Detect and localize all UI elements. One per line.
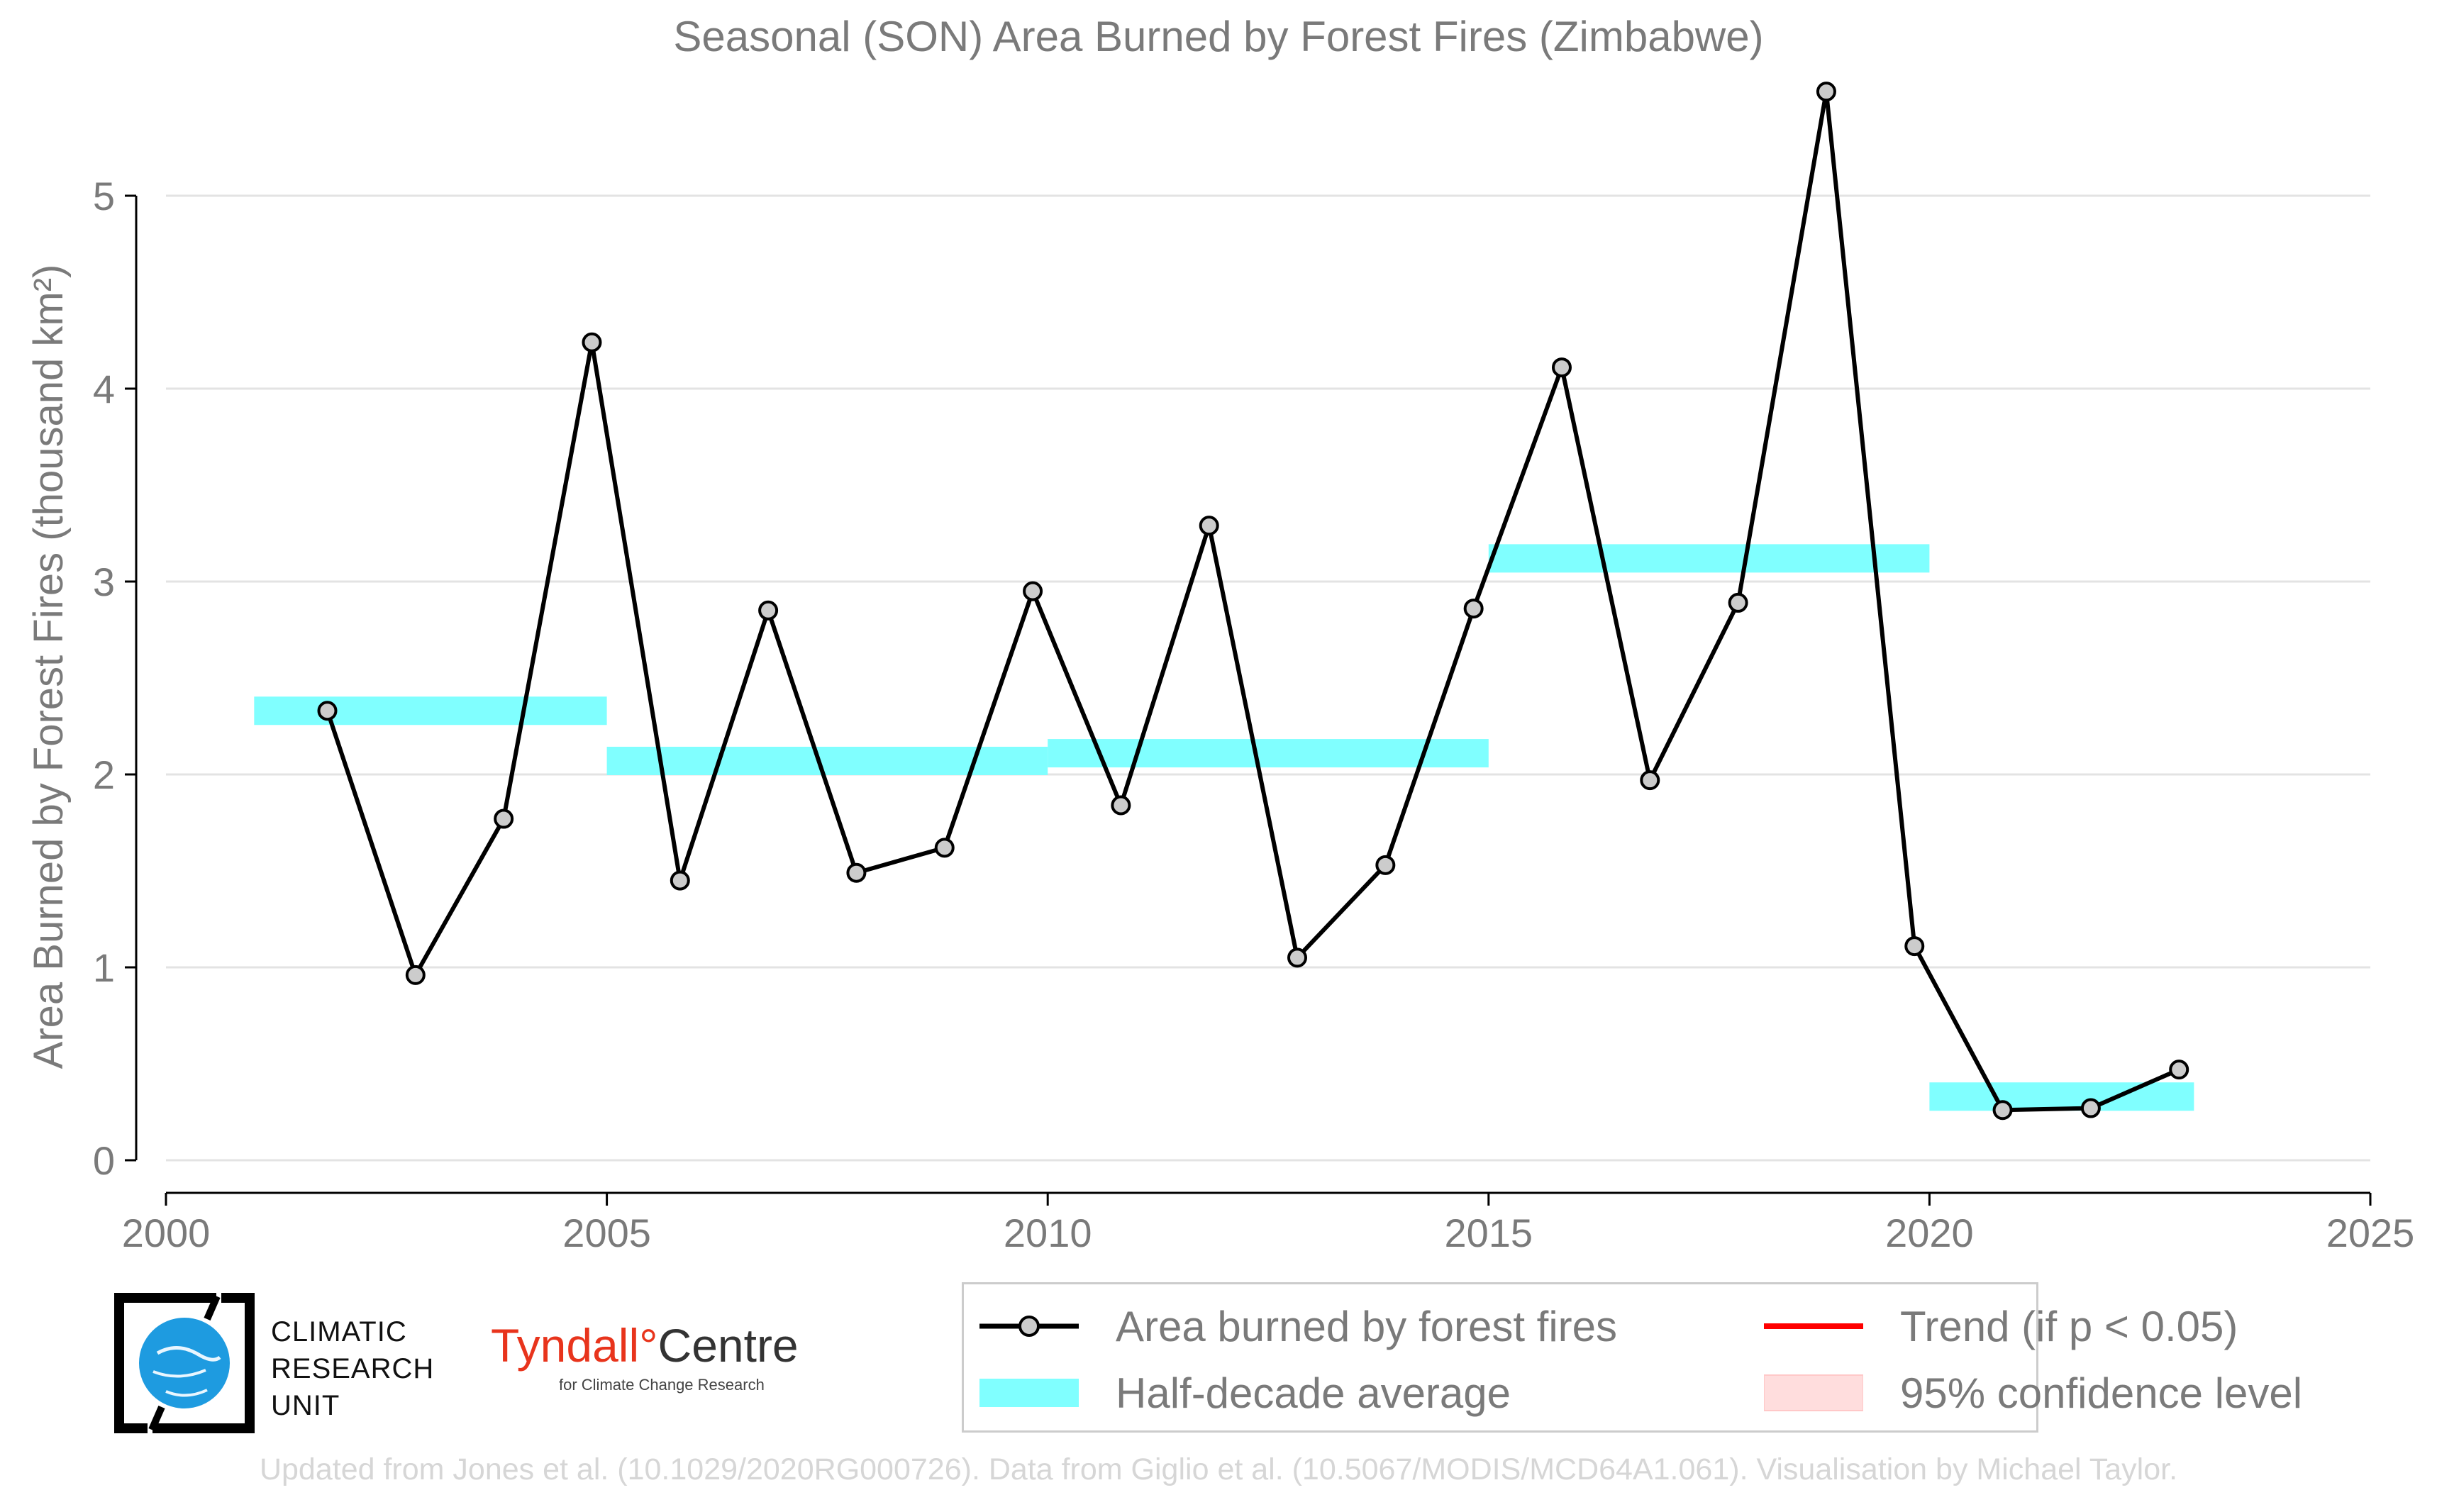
tyndall-name: Tyndall: [491, 1319, 640, 1372]
series-points: [317, 82, 2189, 1121]
data-point-21: [2169, 1060, 2189, 1080]
legend-confidence-label: 95% confidence level: [1900, 1369, 2303, 1417]
legend-item-average: Half-decade average: [979, 1361, 1511, 1425]
x-tick-label-2005: 2005: [562, 1211, 651, 1255]
axes: 0 1 2 3 4 5 2000 2005 2010 2015 2020 2025: [93, 174, 2414, 1255]
cru-line-2: RESEARCH: [271, 1353, 435, 1384]
y-axis-label: Area Burned by Forest Fires (thousand km…: [26, 265, 72, 1069]
data-point-11: [1287, 947, 1308, 968]
x-tick-label-2020: 2020: [1885, 1211, 1974, 1255]
half-decade-average-bars: [254, 544, 2194, 1111]
footer-credits: Updated from Jones et al. (10.1029/2020R…: [259, 1452, 2178, 1486]
x-tick-label-2025: 2025: [2326, 1211, 2415, 1255]
legend-trend-label: Trend (if p < 0.05): [1900, 1302, 2238, 1350]
x-tick-label-2015: 2015: [1445, 1211, 1533, 1255]
y-tick-label-1: 1: [93, 945, 115, 990]
legend-average-label: Half-decade average: [1116, 1369, 1511, 1417]
tyndall-logo: Tyndall°Centre for Climate Change Resear…: [491, 1319, 799, 1399]
legend-item-line: Area burned by forest fires: [979, 1294, 1617, 1358]
average-bar-0: [254, 696, 607, 726]
data-point-7: [934, 838, 955, 858]
data-point-5: [758, 600, 779, 621]
data-point-16: [1728, 592, 1748, 613]
x-tick-label-2010: 2010: [1004, 1211, 1092, 1255]
legend-line-label: Area burned by forest fires: [1116, 1302, 1618, 1350]
data-point-17: [1816, 82, 1836, 102]
tyndall-degree: °: [639, 1319, 658, 1372]
data-point-13: [1463, 599, 1484, 619]
x-tick-label-2000: 2000: [122, 1211, 211, 1255]
data-point-3: [582, 332, 602, 352]
series-line-path: [325, 89, 2180, 1113]
data-point-19: [1992, 1100, 2013, 1121]
chart-title: Seasonal (SON) Area Burned by Forest Fir…: [673, 13, 1763, 60]
average-bar-2: [1048, 739, 1489, 768]
data-point-1: [405, 965, 426, 985]
average-bar-1: [606, 746, 1048, 775]
grid-lines: [166, 194, 2370, 1162]
y-tick-label-5: 5: [93, 174, 115, 218]
legend-item-trend: Trend (if p < 0.05): [1764, 1294, 2238, 1358]
series-line: [325, 89, 2180, 1113]
y-tick-label-2: 2: [93, 752, 115, 797]
chart: Seasonal (SON) Area Burned by Forest Fir…: [26, 13, 2414, 1255]
cru-line-3: UNIT: [271, 1390, 340, 1421]
average-bar-4: [1929, 1082, 2194, 1111]
data-point-0: [317, 701, 338, 721]
cru-globe-icon: [114, 1293, 255, 1433]
data-point-4: [670, 870, 690, 891]
data-point-2: [494, 808, 514, 829]
y-tick-label-0: 0: [93, 1138, 115, 1183]
cru-logo: CLIMATIC RESEARCH UNIT: [113, 1292, 447, 1441]
legend-item-confidence: 95% confidence level: [1764, 1361, 2302, 1425]
data-point-12: [1375, 855, 1396, 875]
average-bar-3: [1488, 544, 1930, 573]
data-point-10: [1199, 516, 1219, 536]
legend-line-icon: [979, 1316, 1079, 1337]
tyndall-centre: Centre: [657, 1319, 799, 1372]
data-point-15: [1640, 770, 1660, 791]
y-tick-label-3: 3: [93, 560, 115, 604]
y-tick-label-4: 4: [93, 367, 115, 411]
legend-trend-swatch: [1764, 1323, 1863, 1329]
data-point-9: [1111, 795, 1131, 816]
tyndall-subtitle: for Climate Change Research: [559, 1376, 765, 1394]
data-point-20: [2080, 1098, 2101, 1118]
cru-line-1: CLIMATIC: [271, 1316, 407, 1347]
data-point-8: [1023, 581, 1043, 601]
data-point-18: [1904, 936, 1925, 957]
data-point-14: [1551, 357, 1572, 378]
data-point-6: [846, 862, 867, 883]
legend: Area burned by forest fires Half-decade …: [962, 1282, 2302, 1433]
legend-confidence-swatch: [1764, 1374, 1863, 1411]
legend-average-swatch: [979, 1379, 1079, 1407]
